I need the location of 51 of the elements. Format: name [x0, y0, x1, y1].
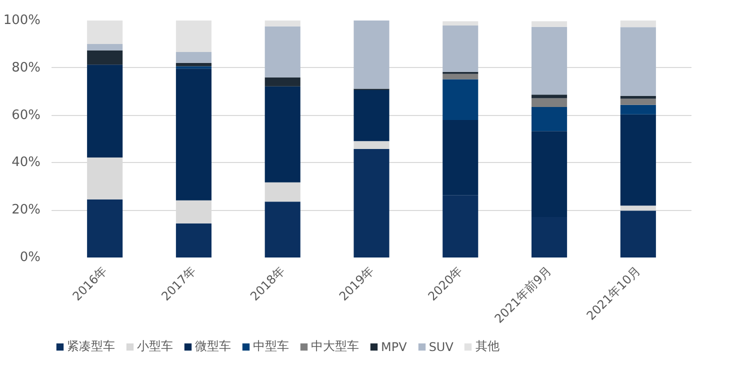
legend-label: 微型车 [195, 338, 231, 355]
y-tick-label: 40% [12, 155, 41, 170]
bar [532, 21, 568, 27]
bar [532, 107, 568, 132]
bar [442, 74, 478, 80]
bar [442, 79, 478, 120]
bar [87, 44, 123, 50]
bar [176, 52, 212, 63]
bar [176, 20, 212, 52]
bar [176, 68, 212, 200]
bar [532, 94, 568, 98]
bar [264, 202, 300, 258]
bar [176, 66, 212, 69]
y-tick-label: 80% [12, 60, 41, 76]
bar [354, 148, 390, 258]
bar [620, 210, 656, 258]
bar [176, 223, 212, 258]
bar [620, 104, 656, 114]
legend-label: 中大型车 [311, 338, 359, 355]
bar [442, 25, 478, 72]
bar [532, 98, 568, 108]
bar [354, 90, 390, 142]
y-tick-label: 100% [3, 13, 41, 28]
legend-label: MPV [381, 340, 407, 354]
y-tick-label: 0% [20, 250, 40, 265]
bar [87, 64, 123, 158]
bar [87, 199, 123, 258]
y-tick-label: 60% [12, 108, 41, 123]
bar [532, 26, 568, 95]
legend-label: 紧凑型车 [67, 338, 115, 355]
bar [442, 21, 478, 26]
bar [620, 98, 656, 105]
bar [87, 20, 123, 44]
bar [264, 20, 300, 26]
bar [620, 20, 656, 28]
bar [354, 20, 390, 89]
bar [620, 114, 656, 206]
legend-label: 中型车 [253, 338, 289, 355]
legend-label: SUV [428, 340, 454, 354]
bar [87, 157, 123, 200]
legend-label: 小型车 [137, 338, 173, 355]
bar [176, 62, 212, 66]
bar [264, 77, 300, 86]
bar [87, 50, 123, 65]
bar [264, 26, 300, 78]
y-tick-label: 20% [12, 202, 41, 218]
bar [620, 27, 656, 96]
bar [264, 182, 300, 202]
bar [264, 86, 300, 182]
bar [354, 141, 390, 149]
legend-label: 其他 [475, 338, 500, 355]
